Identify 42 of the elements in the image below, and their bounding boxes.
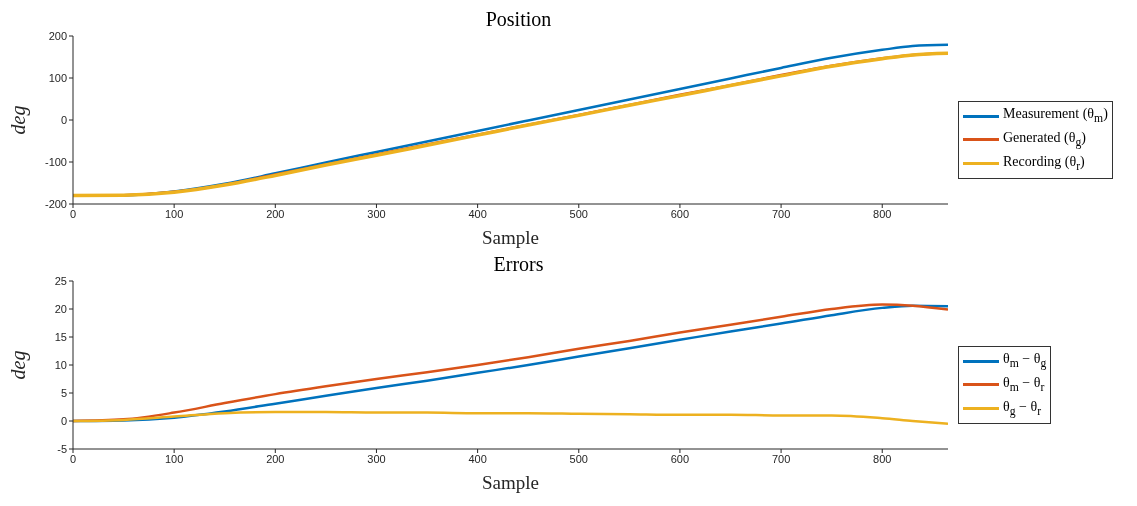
y-tick-label: 0 bbox=[60, 414, 67, 427]
x-tick-label: 700 bbox=[771, 207, 791, 220]
x-tick-label: 600 bbox=[670, 452, 690, 465]
y-tick-label: 10 bbox=[54, 358, 67, 371]
legend-label: Recording (θ$_{r}$) bbox=[1003, 152, 1085, 175]
y-tick-label: 15 bbox=[54, 330, 67, 343]
x-tick-label: 400 bbox=[468, 452, 487, 465]
y-tick-label: 0 bbox=[60, 113, 67, 126]
y-tick-label: -5 bbox=[57, 442, 67, 455]
x-tick-label: 500 bbox=[569, 207, 588, 220]
y-tick-label: 25 bbox=[54, 274, 67, 287]
legend-label: θ$_{g}$ − θ$_{r}$ bbox=[1003, 397, 1042, 420]
x-axis-title: Sample bbox=[482, 472, 539, 493]
x-tick-label: 200 bbox=[266, 207, 285, 220]
x-tick-label: 300 bbox=[367, 207, 386, 220]
y-tick-label: -200 bbox=[44, 197, 67, 210]
x-tick-label: 800 bbox=[873, 207, 892, 220]
x-tick-label: 100 bbox=[164, 207, 184, 220]
legend-label: θ$_{m}$ − θ$_{g}$ bbox=[1003, 350, 1047, 373]
x-tick-label: 400 bbox=[468, 207, 487, 220]
y-tick-label: 100 bbox=[48, 71, 67, 84]
x-tick-label: 800 bbox=[873, 452, 892, 465]
y-axis-title: deg bbox=[7, 105, 31, 135]
y-tick-label: 20 bbox=[54, 302, 67, 315]
x-tick-label: 200 bbox=[266, 452, 285, 465]
legend-label: θ$_{m}$ − θ$_{r}$ bbox=[1003, 374, 1045, 396]
x-tick-label: 500 bbox=[569, 452, 588, 465]
legend-label: Measurement (θ$_{m}$) bbox=[1003, 105, 1108, 128]
y-tick-label: -100 bbox=[44, 155, 67, 168]
y-tick-label: 5 bbox=[60, 386, 67, 399]
y-axis-title: deg bbox=[7, 350, 31, 380]
chart-title: Errors bbox=[493, 253, 544, 275]
x-tick-label: 0 bbox=[69, 207, 77, 220]
legend-label: Generated (θ$_{g}$) bbox=[1003, 129, 1086, 151]
x-tick-label: 700 bbox=[771, 452, 791, 465]
x-tick-label: 100 bbox=[164, 452, 184, 465]
y-tick-label: 200 bbox=[48, 29, 67, 42]
chart-title: Position bbox=[485, 8, 552, 30]
x-tick-label: 600 bbox=[670, 207, 690, 220]
x-tick-label: 300 bbox=[367, 452, 386, 465]
x-tick-label: 0 bbox=[69, 452, 77, 465]
x-axis-title: Sample bbox=[482, 227, 539, 248]
